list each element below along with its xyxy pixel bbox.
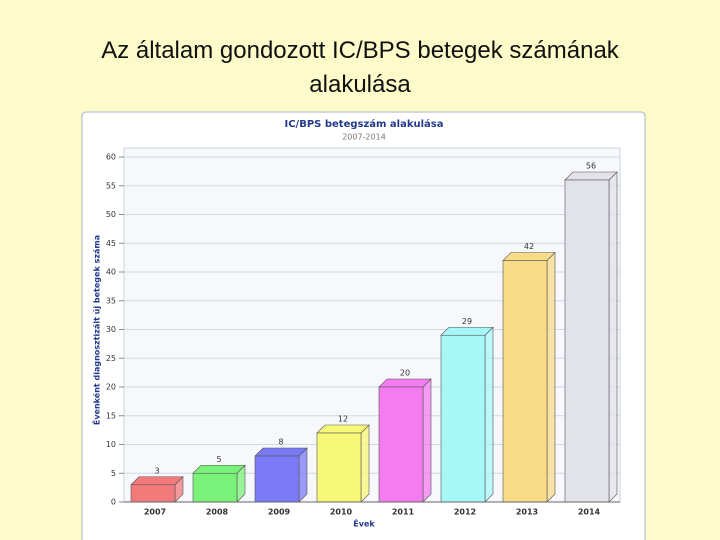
data-label: 12 — [338, 415, 348, 424]
y-tick-label: 20 — [106, 383, 116, 392]
y-tick-label: 15 — [106, 411, 116, 420]
bar-top — [564, 171, 618, 181]
data-label: 3 — [154, 466, 159, 475]
data-label: 8 — [278, 438, 283, 447]
y-tick-label: 35 — [106, 296, 116, 305]
bar-side — [360, 424, 370, 503]
slide-title: Az általam gondozott IC/BPS betegek szám… — [101, 37, 619, 98]
bar — [378, 386, 424, 503]
data-label: 29 — [462, 317, 472, 326]
data-label: 42 — [524, 242, 534, 251]
bar-side — [546, 251, 556, 503]
bar — [192, 472, 238, 503]
bar — [502, 260, 548, 503]
y-tick-label: 30 — [106, 325, 116, 334]
bar-side — [608, 171, 618, 503]
y-tick-label: 60 — [106, 153, 116, 162]
bar — [564, 179, 610, 503]
chart-subtitle: 2007-2014 — [342, 133, 386, 142]
bar — [254, 455, 300, 503]
data-label: 56 — [586, 162, 596, 171]
bar — [440, 334, 486, 503]
x-tick-label: 2010 — [330, 508, 353, 517]
y-tick-label: 40 — [106, 268, 116, 277]
x-tick-label: 2008 — [206, 508, 229, 517]
x-tick-label: 2014 — [578, 508, 601, 517]
y-tick-label: 5 — [111, 469, 116, 478]
y-tick-label: 10 — [106, 440, 116, 449]
y-tick-label: 0 — [111, 498, 116, 507]
y-axis-label: Évenként diagnosztizált új betegek száma — [91, 235, 102, 425]
bar-top — [130, 476, 184, 486]
chart-title: IC/BPS betegszám alakulása — [285, 118, 444, 130]
bar-side — [484, 326, 494, 503]
bar — [130, 484, 176, 503]
bar — [316, 432, 362, 503]
y-tick-label: 45 — [106, 239, 116, 248]
x-axis-label: Évek — [353, 518, 375, 529]
bar-top — [502, 252, 556, 261]
bar-top — [440, 326, 494, 336]
x-tick-label: 2011 — [392, 508, 415, 517]
bar-top — [192, 464, 246, 474]
x-tick-label: 2007 — [144, 508, 166, 517]
bar-top — [316, 424, 370, 434]
y-tick-label: 50 — [106, 210, 116, 219]
x-tick-label: 2009 — [268, 508, 291, 517]
y-tick-label: 55 — [106, 181, 116, 190]
y-tick-label: 25 — [106, 354, 116, 363]
bar-side — [422, 378, 432, 503]
data-label: 5 — [216, 455, 221, 464]
data-label: 20 — [400, 369, 410, 378]
bar-side — [298, 447, 308, 503]
bar-top — [378, 378, 432, 388]
x-tick-label: 2013 — [516, 508, 538, 517]
x-tick-label: 2012 — [454, 508, 476, 517]
bar-top — [254, 447, 308, 457]
